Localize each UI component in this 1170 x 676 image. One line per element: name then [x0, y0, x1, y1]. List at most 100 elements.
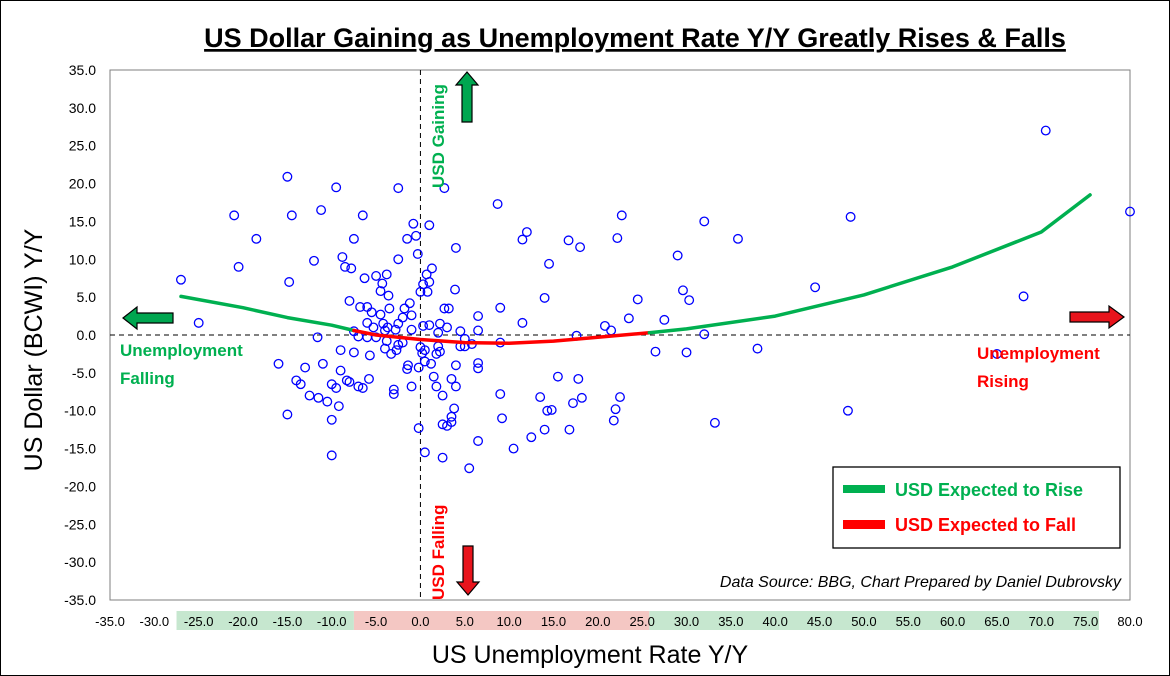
scatter-point	[322, 396, 333, 407]
x-tick-band-0	[176, 611, 354, 630]
arrow-left-icon	[122, 305, 174, 331]
y-tick-label: 0.0	[77, 327, 97, 343]
scatter-point	[539, 292, 550, 303]
scatter-point	[473, 363, 484, 374]
scatter-point	[709, 417, 720, 428]
scatter-point	[615, 392, 625, 403]
scatter-point	[399, 303, 410, 314]
scatter-point	[450, 381, 461, 392]
scatter-point	[544, 258, 554, 269]
scatter-point	[357, 210, 368, 221]
unemployment-falling-line1: Unemployment	[120, 341, 243, 360]
x-tick-label: -25.0	[184, 614, 214, 629]
scatter-point	[449, 403, 460, 414]
scatter-point	[371, 270, 382, 281]
x-tick-label: 75.0	[1073, 614, 1098, 629]
scatter-point	[229, 210, 240, 221]
scatter-point	[375, 309, 386, 320]
scatter-point	[684, 295, 695, 306]
x-tick-band-1	[353, 611, 650, 630]
scatter-point	[542, 405, 553, 416]
unemployment-falling-line2: Falling	[120, 369, 175, 388]
scatter-point	[539, 424, 550, 435]
scatter-point	[412, 249, 423, 259]
legend-label-fall: USD Expected to Fall	[895, 515, 1076, 535]
scatter-point	[419, 356, 430, 367]
scatter-point	[364, 350, 375, 361]
y-tick-label: 35.0	[69, 62, 96, 78]
scatter-point	[517, 317, 528, 328]
scatter-point	[752, 343, 763, 354]
scatter-point	[284, 277, 295, 287]
scatter-point	[517, 234, 528, 245]
legend-swatch-fall	[843, 520, 885, 529]
scatter-point	[699, 329, 710, 340]
scatter-point	[375, 286, 386, 297]
scatter-point	[573, 373, 584, 384]
scatter-point	[286, 210, 297, 221]
scatter-point	[193, 317, 204, 328]
zero-lines	[110, 70, 1130, 600]
x-tick-label: 15.0	[541, 614, 566, 629]
scatter-point	[443, 303, 454, 314]
scatter-point	[439, 303, 450, 314]
scatter-point	[575, 242, 586, 253]
y-tick-label: -35.0	[64, 592, 96, 608]
scatter-point	[450, 242, 461, 253]
x-tick-band-2	[649, 611, 1099, 630]
scatter-point	[437, 390, 448, 401]
arrow-up-icon	[454, 71, 480, 123]
scatter-point	[390, 324, 401, 335]
x-axis-label: US Unemployment Rate Y/Y	[432, 641, 749, 669]
scatter-point	[616, 210, 627, 221]
x-tick-bands	[176, 611, 1099, 630]
scatter-point	[413, 362, 424, 373]
legend-item-rise: USD Expected to Rise	[843, 480, 1083, 500]
scatter-point	[341, 375, 352, 386]
scatter-point	[422, 286, 433, 297]
scatter-point	[406, 324, 417, 335]
scatter-point	[546, 405, 557, 415]
scatter-point	[564, 424, 575, 435]
x-tick-label: 10.0	[496, 614, 521, 629]
scatter-point	[672, 250, 683, 261]
scatter-point	[380, 343, 390, 354]
scatter-point	[393, 183, 404, 194]
scatter-point	[450, 284, 460, 295]
y-tick-label: -5.0	[72, 365, 96, 381]
scatter-point	[650, 346, 661, 357]
scatter-point	[473, 436, 484, 446]
scatter-point	[1040, 125, 1051, 136]
x-tick-label: 80.0	[1117, 614, 1142, 629]
scatter-point	[599, 320, 610, 331]
scatter-point	[406, 381, 417, 392]
trend-segment-0	[179, 294, 356, 333]
scatter-point	[326, 414, 337, 425]
scatter-point	[408, 218, 419, 229]
x-tick-labels: -35.0 -30.0 -25.0 -20.0 -15.0 -10.0 -5.0 0.0 5.0…	[95, 614, 1142, 629]
scatter-point	[388, 389, 399, 400]
scatter-point	[437, 419, 448, 430]
legend-label-rise: USD Expected to Rise	[895, 480, 1083, 500]
scatter-point	[426, 358, 437, 369]
y-tick-label: -30.0	[64, 554, 96, 570]
arrow-right-icon	[1069, 304, 1126, 330]
scatter-point	[427, 263, 437, 274]
scatter-point	[282, 171, 293, 182]
chart-title: US Dollar Gaining as Unemployment Rate Y…	[204, 23, 1066, 53]
scatter-point	[355, 302, 366, 312]
scatter-point	[446, 373, 457, 384]
scatter-point	[326, 450, 337, 461]
x-tick-label: 20.0	[585, 614, 610, 629]
legend-item-fall: USD Expected to Fall	[843, 515, 1076, 535]
scatter-point	[610, 404, 621, 415]
scatter-point	[733, 233, 743, 244]
scatter-point	[335, 345, 346, 356]
scatter-point	[419, 447, 430, 458]
y-tick-label: 15.0	[69, 213, 96, 229]
x-tick-label: 55.0	[896, 614, 921, 629]
x-tick-label: -35.0	[95, 614, 125, 629]
scatter-point	[424, 277, 435, 287]
scatter-point	[521, 227, 532, 237]
scatter-point	[632, 294, 643, 305]
